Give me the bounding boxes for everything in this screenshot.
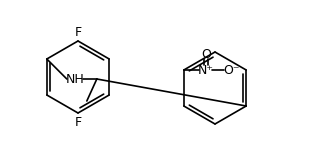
Text: N⁺: N⁺ bbox=[198, 63, 214, 77]
Text: NH: NH bbox=[66, 73, 84, 85]
Text: O⁻: O⁻ bbox=[224, 63, 240, 77]
Text: O: O bbox=[201, 47, 211, 61]
Text: F: F bbox=[74, 116, 82, 128]
Text: F: F bbox=[74, 26, 82, 38]
